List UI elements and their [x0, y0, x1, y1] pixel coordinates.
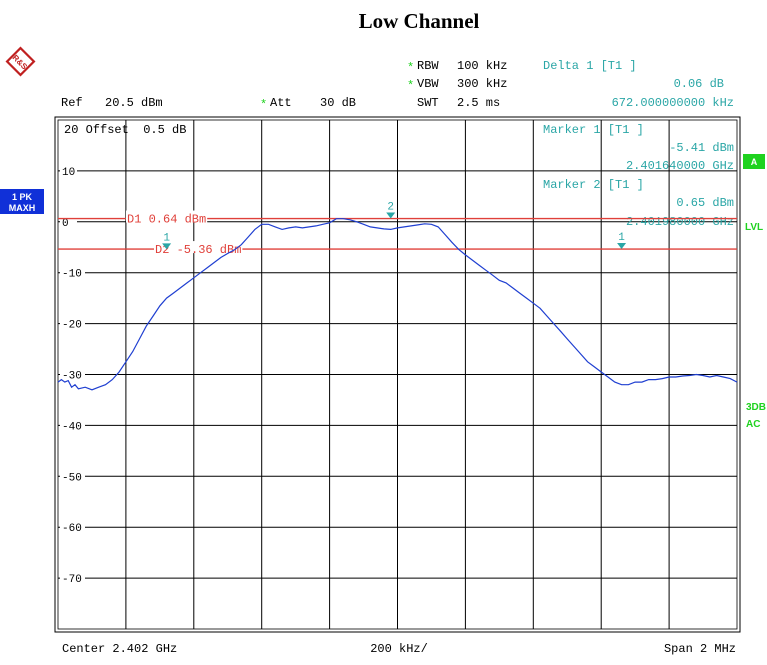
display-line-label-bg [154, 241, 243, 254]
y-tick-bg [60, 215, 77, 227]
y-tick-label: -60 [62, 523, 82, 535]
y-tick-bg [60, 470, 85, 482]
display-lines: D1 0.64 dBm D2 -5.36 dBm [58, 210, 737, 257]
marker-label: 2 [387, 201, 394, 213]
y-tick-label: -30 [62, 371, 82, 383]
marker2-title: Marker 2 [T1 ] [543, 178, 644, 192]
trace-layer [57, 218, 738, 391]
3db-label: 3DB [746, 402, 766, 413]
marker-label: 1 [163, 232, 170, 244]
y-tick-label: -70 [62, 574, 82, 586]
marker-symbol [617, 243, 627, 250]
lvl-label: LVL [745, 222, 763, 233]
marker1-title: Marker 1 [T1 ] [543, 123, 644, 137]
rbw-label: RBW [417, 59, 439, 73]
chart-title: Low Channel [359, 9, 480, 33]
y-tick-label: 10 [62, 167, 75, 179]
ref-value: 20.5 dBm [105, 96, 163, 110]
trace-line [57, 218, 738, 391]
delta-value: 0.06 dB [674, 77, 724, 91]
y-tick-label: -10 [62, 269, 82, 281]
swt-label: SWT [417, 96, 439, 110]
att-value: 30 dB [320, 96, 356, 110]
y-tick-bg [60, 419, 85, 431]
display-line-label: D2 -5.36 dBm [155, 243, 241, 257]
vbw-star: * [407, 79, 414, 93]
rs-logo: R&S [5, 46, 36, 77]
span-label: Span 2 MHz [664, 642, 736, 656]
display-line-label-bg [126, 210, 208, 223]
plot-grid [58, 120, 737, 629]
marker-layer: 1 2 1 [162, 201, 627, 250]
center-frequency: Center 2.402 GHz [62, 642, 177, 656]
marker-symbol [386, 212, 396, 219]
att-star: * [260, 98, 267, 112]
plot-frame [54, 116, 741, 633]
marker1-freq: 2.401640000 GHz [626, 159, 734, 173]
att-label: Att [270, 96, 292, 110]
y-tick-bg [60, 368, 85, 380]
marker2-level: 0.65 dBm [676, 196, 734, 210]
marker-symbol [162, 243, 172, 250]
per-division: 200 kHz/ [370, 642, 428, 656]
y-tick-label: -40 [62, 421, 82, 433]
y-tick-label: -20 [62, 320, 82, 332]
vbw-value: 300 kHz [457, 77, 507, 91]
y-tick-bg [60, 521, 85, 533]
a-badge-label: A [751, 157, 758, 167]
trace-badge-line1: 1 PK [12, 192, 33, 202]
trace-badge [0, 189, 44, 214]
marker1-level: -5.41 dBm [669, 141, 734, 155]
vbw-label: VBW [417, 77, 439, 91]
y-tick-label: -50 [62, 472, 82, 484]
swt-value: 2.5 ms [457, 96, 500, 110]
ac-label: AC [746, 419, 760, 430]
a-badge [743, 154, 765, 169]
offset-label: 20 Offset 0.5 dB [64, 123, 186, 137]
y-tick-bg [60, 266, 85, 278]
y-tick-bg [60, 164, 77, 176]
y-tick-bg [60, 572, 85, 584]
display-line-label: D1 0.64 dBm [127, 213, 206, 227]
marker-label: 1 [618, 232, 625, 244]
marker2-freq: 2.401980000 GHz [626, 215, 734, 229]
y-tick-labels: 10 0 -10 -20 -30 -40 -50 -60 -70 [60, 164, 85, 586]
trace-badge-line2: MAXH [9, 203, 36, 213]
y-tick-bg [60, 317, 85, 329]
y-tick-label: 0 [62, 218, 69, 230]
rbw-value: 100 kHz [457, 59, 507, 73]
delta-freq: 672.000000000 kHz [612, 96, 734, 110]
rbw-star: * [407, 61, 414, 75]
delta-title: Delta 1 [T1 ] [543, 59, 637, 73]
ref-label: Ref [61, 96, 83, 110]
